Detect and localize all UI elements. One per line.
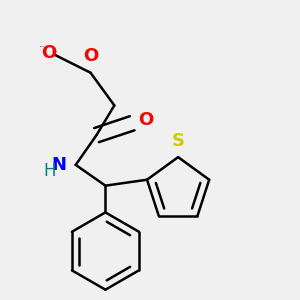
Text: O: O xyxy=(83,47,98,65)
Text: S: S xyxy=(172,132,184,150)
Text: methoxy: methoxy xyxy=(52,51,58,52)
Text: O: O xyxy=(41,44,57,62)
Text: O: O xyxy=(138,111,153,129)
Text: methyl: methyl xyxy=(40,46,45,47)
Text: N: N xyxy=(52,156,67,174)
Text: H: H xyxy=(44,162,56,180)
